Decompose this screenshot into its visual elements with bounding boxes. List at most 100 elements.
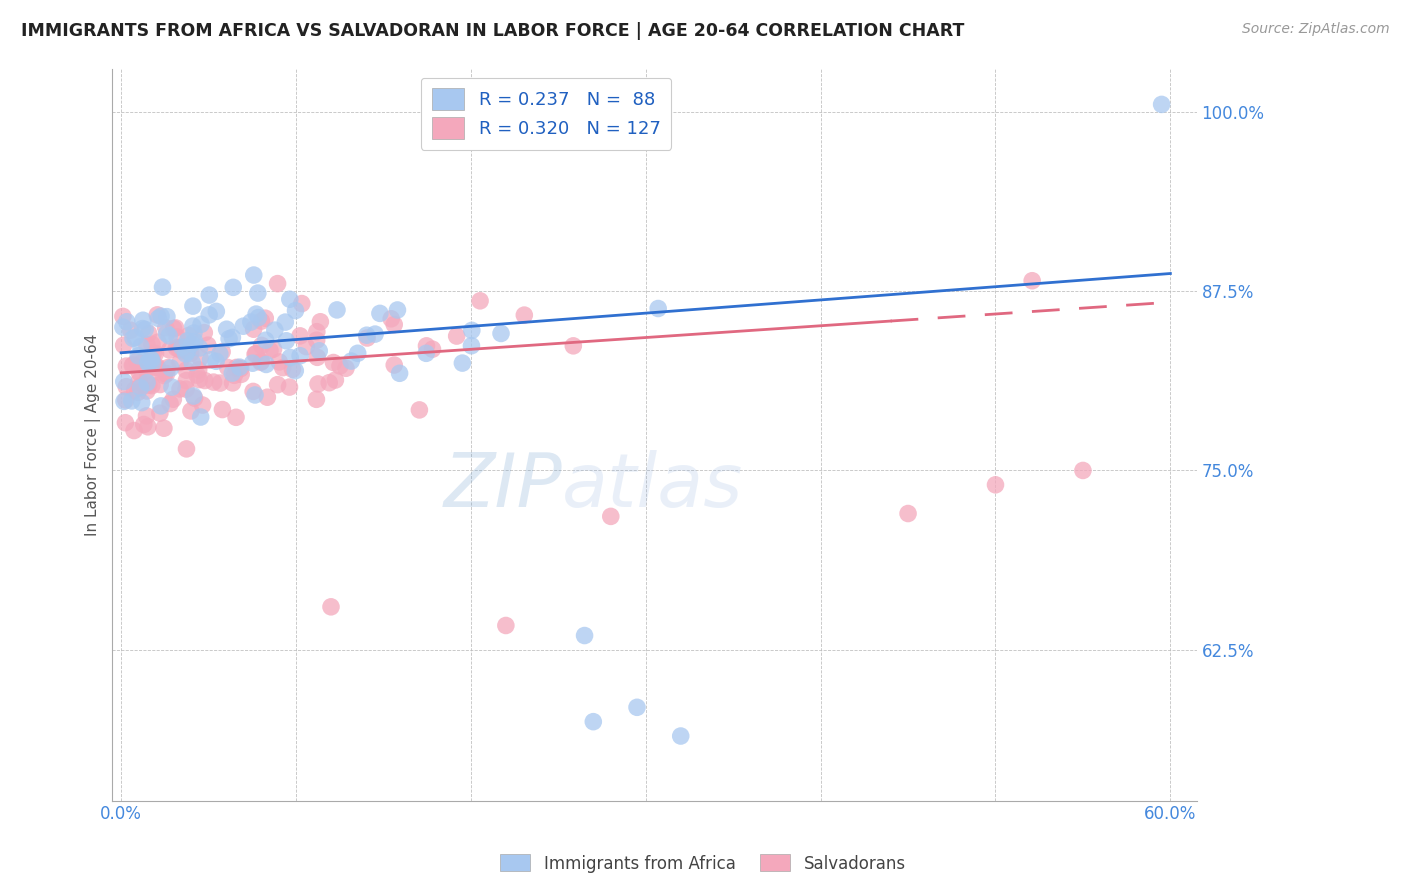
Point [250,338,273,352]
Point [408,403,430,417]
Point [218,332,240,346]
Point [183,334,205,349]
Point [114,392,136,407]
Point [146,335,169,350]
Point [626,700,648,714]
Text: ZIP: ZIP [444,450,562,522]
Point [112,338,135,352]
Point [191,398,214,412]
Point [153,368,176,383]
Point [149,399,172,413]
Point [200,352,222,367]
Point [149,377,172,392]
Point [225,410,247,425]
Point [259,343,281,358]
Point [254,311,277,326]
Point [136,371,159,385]
Point [329,359,352,373]
Point [246,286,269,301]
Point [145,346,167,360]
Point [254,333,277,347]
Point [177,343,200,357]
Point [193,326,215,340]
Point [169,382,191,396]
Point [211,344,233,359]
Point [176,374,198,388]
Point [250,314,273,328]
Point [174,347,197,361]
Point [180,404,202,418]
Point [356,331,378,345]
Point [115,380,138,394]
Point [263,342,285,356]
Point [263,323,285,337]
Point [243,388,266,402]
Point [146,308,169,322]
Point [278,380,301,394]
Point [274,315,297,329]
Point [211,402,233,417]
Point [122,331,145,345]
Point [984,478,1007,492]
Legend: R = 0.237   N =  88, R = 0.320   N = 127: R = 0.237 N = 88, R = 0.320 N = 127 [420,78,671,150]
Point [132,417,155,432]
Point [122,358,145,372]
Point [269,355,291,369]
Point [131,356,153,370]
Point [120,323,142,337]
Point [129,379,152,393]
Point [198,288,221,302]
Point [309,315,332,329]
Point [115,315,138,329]
Point [242,384,264,399]
Point [364,327,387,342]
Point [326,302,349,317]
Point [325,373,347,387]
Point [152,280,174,294]
Point [254,358,277,372]
Point [148,311,170,326]
Point [142,346,165,360]
Point [305,333,328,347]
Point [415,339,437,353]
Point [138,326,160,341]
Point [245,347,267,361]
Point [128,375,150,389]
Point [242,268,264,282]
Point [160,360,183,375]
Point [135,337,157,351]
Point [131,321,153,335]
Point [111,320,134,334]
Point [155,320,177,334]
Point [167,340,190,354]
Point [188,351,211,365]
Point [176,442,198,456]
Point [149,406,172,420]
Point [139,351,162,366]
Point [208,347,231,361]
Point [229,361,252,376]
Point [174,382,197,396]
Point [170,340,193,354]
Point [250,354,273,368]
Point [141,353,163,368]
Point [446,329,468,343]
Point [322,355,344,369]
Point [380,311,402,326]
Point [159,396,181,410]
Point [451,356,474,370]
Point [461,323,484,337]
Point [135,363,157,377]
Point [271,360,294,375]
Point [242,356,264,370]
Point [127,349,149,363]
Point [124,330,146,344]
Point [176,344,198,359]
Point [387,303,409,318]
Point [111,310,134,324]
Point [128,365,150,379]
Point [188,373,211,387]
Point [138,378,160,392]
Point [136,376,159,390]
Point [319,599,342,614]
